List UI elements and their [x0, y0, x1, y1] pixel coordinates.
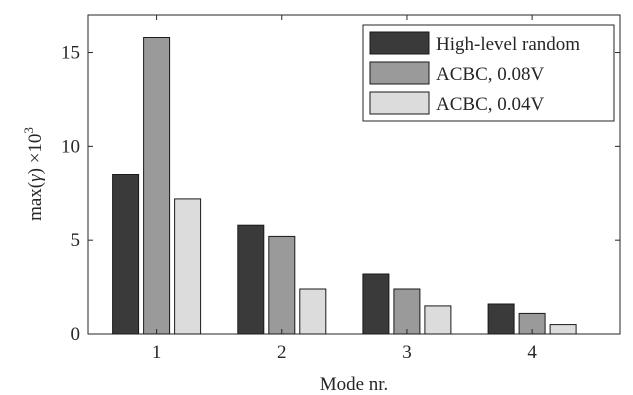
bar-series1-mode2: [237, 224, 265, 335]
legend-swatch-1: [369, 31, 430, 55]
legend-label-1: High-level random: [436, 34, 580, 55]
bar-series1-mode3: [362, 273, 390, 335]
bar-series3-mode4: [549, 324, 577, 335]
y-axis-label: max(γ) ×103: [21, 127, 46, 221]
y-axis-label-prefix: max(: [25, 182, 46, 221]
x-tick-label: 2: [277, 342, 287, 363]
legend-swatch-3: [369, 91, 430, 115]
y-tick-label: 5: [71, 230, 81, 251]
bar-series1-mode4: [487, 303, 515, 335]
legend: High-level random ACBC, 0.08V ACBC, 0.04V: [362, 24, 615, 122]
bar-series1-mode1: [112, 174, 140, 335]
bar-series3-mode3: [424, 305, 452, 335]
y-axis-label-suffix: ) ×10: [25, 134, 46, 175]
x-tick-label: 3: [402, 342, 412, 363]
ticks-group: 0 5 10 15 1 2 3 4: [61, 15, 620, 363]
x-tick-label: 4: [527, 342, 537, 363]
legend-swatch-2: [369, 61, 430, 85]
bar-series3-mode1: [174, 198, 202, 335]
y-axis-label-symbol: γ: [25, 174, 46, 182]
bar-series2-mode3: [393, 288, 421, 335]
y-axis-label-exponent: 3: [21, 127, 36, 134]
axes-box: [87, 14, 621, 335]
x-tick-label: 1: [152, 342, 162, 363]
plot-area: [87, 14, 621, 335]
legend-label-2: ACBC, 0.08V: [436, 64, 544, 85]
bar-series2-mode1: [143, 37, 171, 335]
x-axis-label: Mode nr.: [320, 374, 389, 395]
y-tick-label: 10: [61, 136, 80, 157]
y-tick-label: 15: [61, 43, 80, 64]
bar-series3-mode2: [299, 288, 327, 335]
bar-series2-mode2: [268, 235, 296, 335]
legend-label-3: ACBC, 0.04V: [436, 94, 544, 115]
y-tick-label: 0: [71, 324, 81, 345]
